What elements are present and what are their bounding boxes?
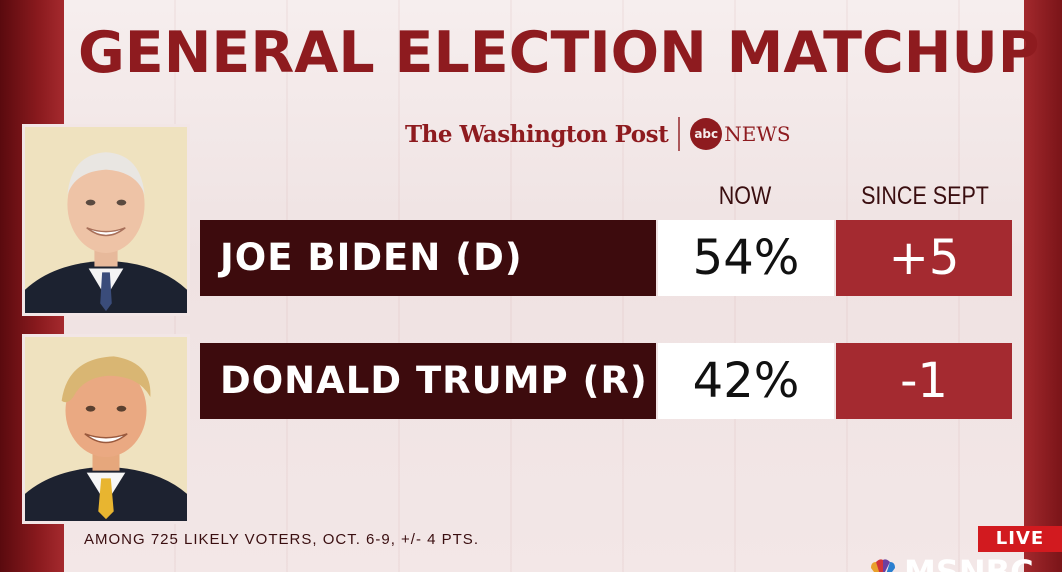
column-header-now: NOW: [718, 182, 772, 210]
source-divider: [678, 117, 681, 151]
washington-post-logo: The Washington Post: [405, 120, 669, 148]
since-sept-change-biden: +5: [836, 220, 1012, 296]
since-sept-change-trump: -1: [836, 343, 1012, 419]
candidate-name-biden: JOE BIDEN (D): [200, 220, 656, 296]
source-credits: The Washington Post abc NEWS: [405, 112, 791, 156]
live-badge: LIVE: [978, 526, 1062, 552]
abc-logo-icon: abc: [690, 118, 723, 150]
column-header-since-sept: SINCE SEPT: [861, 182, 989, 210]
candidate-portrait-trump: [22, 334, 190, 524]
abc-news-label: NEWS: [724, 122, 791, 146]
right-frame: [1022, 0, 1062, 572]
candidate-portrait-biden: [22, 124, 190, 316]
network-name: MSNBC: [904, 553, 1034, 572]
graphic-title: GENERAL ELECTION MATCHUP: [78, 20, 1040, 86]
abc-news-logo: abc NEWS: [690, 118, 791, 150]
network-bug: MSNBC: [868, 552, 1062, 572]
poll-footnote: AMONG 725 LIKELY VOTERS, OCT. 6-9, +/- 4…: [84, 531, 479, 548]
now-value-trump: 42%: [658, 343, 834, 419]
now-value-biden: 54%: [658, 220, 834, 296]
peacock-icon: [871, 559, 895, 572]
candidate-name-trump: DONALD TRUMP (R): [200, 343, 656, 419]
